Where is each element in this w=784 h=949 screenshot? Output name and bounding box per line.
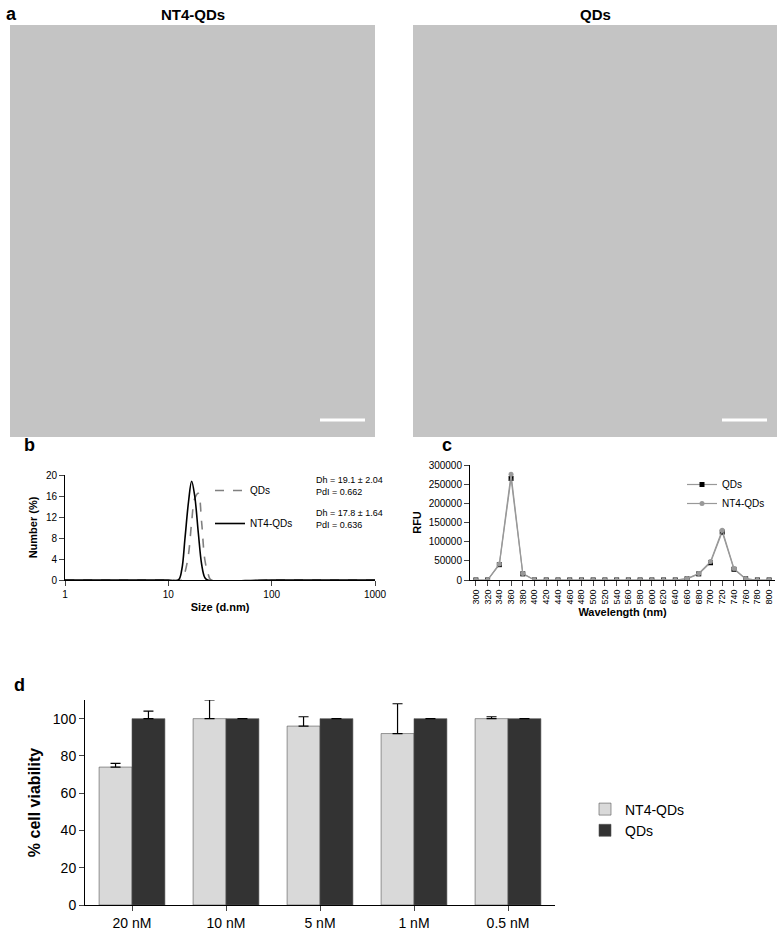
svg-text:300: 300 (471, 590, 481, 605)
svg-text:80: 80 (61, 748, 77, 764)
svg-text:680: 680 (694, 590, 704, 605)
svg-text:800: 800 (764, 590, 774, 605)
svg-text:20 nM: 20 nM (113, 915, 152, 931)
svg-text:320: 320 (483, 590, 493, 605)
svg-text:200000: 200000 (429, 498, 463, 509)
svg-text:12: 12 (46, 512, 58, 523)
svg-text:QDs: QDs (250, 485, 270, 496)
svg-text:340: 340 (494, 590, 504, 605)
svg-text:20: 20 (61, 860, 77, 876)
svg-text:480: 480 (576, 590, 586, 605)
svg-text:250000: 250000 (429, 479, 463, 490)
svg-text:100: 100 (263, 589, 280, 600)
svg-text:Wavelength (nm): Wavelength (nm) (578, 606, 667, 618)
svg-text:660: 660 (682, 590, 692, 605)
svg-text:580: 580 (635, 590, 645, 605)
svg-text:620: 620 (658, 590, 668, 605)
svg-text:1 nM: 1 nM (398, 915, 429, 931)
svg-text:10: 10 (163, 589, 175, 600)
svg-text:Dh = 17.8 ± 1.64PdI = 0.636: Dh = 17.8 ± 1.64PdI = 0.636 (316, 508, 383, 530)
svg-text:520: 520 (600, 590, 610, 605)
svg-text:300000: 300000 (429, 460, 463, 471)
svg-text:0: 0 (51, 575, 57, 586)
svg-text:0: 0 (456, 575, 462, 586)
svg-text:10 nM: 10 nM (207, 915, 246, 931)
svg-text:20: 20 (46, 470, 58, 481)
svg-text:760: 760 (741, 590, 751, 605)
svg-text:NT4-QDs: NT4-QDs (625, 802, 684, 818)
svg-text:460: 460 (565, 590, 575, 605)
svg-text:RFU: RFU (411, 511, 423, 534)
svg-text:a: a (6, 4, 17, 24)
svg-text:QDs: QDs (722, 479, 742, 490)
svg-text:8: 8 (51, 533, 57, 544)
svg-text:500: 500 (588, 590, 598, 605)
svg-text:NT4-QDs: NT4-QDs (250, 518, 292, 529)
svg-text:NT4-QDs: NT4-QDs (161, 6, 225, 23)
svg-text:Number (%): Number (%) (27, 496, 39, 558)
svg-text:560: 560 (623, 590, 633, 605)
svg-text:NT4-QDs: NT4-QDs (722, 498, 764, 509)
svg-text:40: 40 (61, 822, 77, 838)
svg-text:b: b (24, 435, 35, 455)
svg-text:4: 4 (51, 554, 57, 565)
svg-text:% cell viability: % cell viability (26, 748, 43, 857)
svg-text:440: 440 (553, 590, 563, 605)
svg-text:Size (d.nm): Size (d.nm) (191, 601, 250, 613)
svg-text:360: 360 (506, 590, 516, 605)
svg-text:16: 16 (46, 491, 58, 502)
svg-text:740: 740 (729, 590, 739, 605)
svg-text:100000: 100000 (429, 536, 463, 547)
svg-text:380: 380 (518, 590, 528, 605)
svg-text:540: 540 (612, 590, 622, 605)
svg-text:400: 400 (529, 590, 539, 605)
svg-text:640: 640 (670, 590, 680, 605)
svg-text:1: 1 (62, 589, 68, 600)
svg-text:50000: 50000 (434, 555, 462, 566)
svg-text:QDs: QDs (625, 823, 653, 839)
svg-text:c: c (442, 435, 452, 455)
svg-text:Dh = 19.1 ± 2.04PdI = 0.662: Dh = 19.1 ± 2.04PdI = 0.662 (316, 475, 383, 497)
svg-text:0: 0 (68, 897, 76, 913)
svg-text:1000: 1000 (364, 589, 387, 600)
svg-text:600: 600 (647, 590, 657, 605)
svg-text:0.5 nM: 0.5 nM (487, 915, 530, 931)
svg-text:780: 780 (752, 590, 762, 605)
svg-text:QDs: QDs (580, 6, 611, 23)
svg-text:d: d (14, 675, 25, 695)
svg-text:420: 420 (541, 590, 551, 605)
svg-text:5 nM: 5 nM (304, 915, 335, 931)
svg-text:720: 720 (717, 590, 727, 605)
svg-text:150000: 150000 (429, 517, 463, 528)
svg-text:100: 100 (53, 711, 77, 727)
svg-text:60: 60 (61, 785, 77, 801)
svg-text:700: 700 (705, 590, 715, 605)
